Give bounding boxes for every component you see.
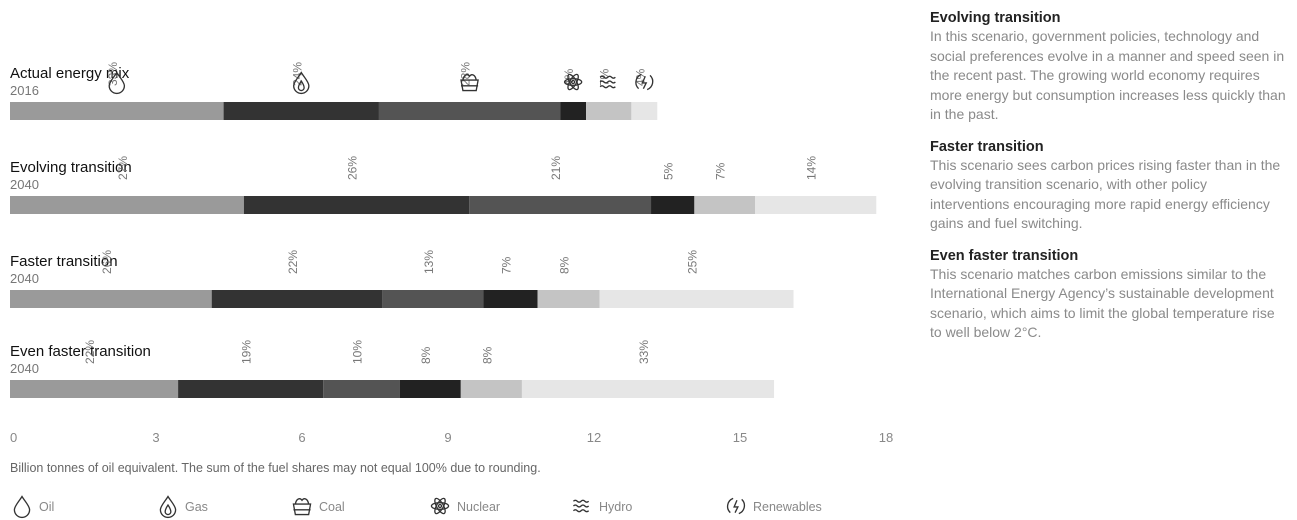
scenario-year: 2016 <box>10 83 39 98</box>
x-tick-label: 18 <box>879 430 893 445</box>
description-title: Evolving transition <box>930 10 1061 26</box>
description-title: Even faster transition <box>930 247 1079 264</box>
oil-icon <box>108 71 126 94</box>
scenario-descriptions: Evolving transition In this scenario, go… <box>930 10 1290 357</box>
share-label: 7% <box>499 256 513 274</box>
coal-segment <box>378 102 561 120</box>
nuclear-segment <box>560 102 587 120</box>
coal-segment <box>382 290 484 308</box>
share-label: 22% <box>83 340 97 364</box>
scenario-title: Even faster transition <box>10 343 151 360</box>
renewables-segment <box>599 290 794 308</box>
gas-segment <box>243 196 470 214</box>
nuclear-segment <box>483 290 538 308</box>
x-tick-label: 3 <box>152 430 159 445</box>
description-body: This scenario matches carbon emissions s… <box>930 265 1275 341</box>
share-label: 8% <box>558 256 572 274</box>
description-faster: Faster transition This scenario sees car… <box>930 139 1290 234</box>
description-even-faster: Even faster transition This scenario mat… <box>930 248 1290 343</box>
share-label: 27% <box>116 156 130 180</box>
oil-segment <box>10 102 224 120</box>
gas-icon <box>159 495 177 518</box>
x-tick-label: 6 <box>298 430 305 445</box>
oil-segment <box>10 196 244 214</box>
share-label: 33% <box>106 62 120 86</box>
scenario-year: 2040 <box>10 361 39 376</box>
share-label: 26% <box>346 156 360 180</box>
share-label: 8% <box>419 346 433 364</box>
renewables-segment <box>521 380 775 398</box>
coal-icon <box>460 74 479 92</box>
legend-coal: Coal <box>319 500 345 514</box>
description-body: In this scenario, government policies, t… <box>930 28 1286 122</box>
x-tick-label: 9 <box>444 430 451 445</box>
x-tick-label: 12 <box>587 430 601 445</box>
description-evolving: Evolving transition In this scenario, go… <box>930 10 1290 125</box>
x-tick-label: 15 <box>733 430 747 445</box>
scenario-year: 2040 <box>10 271 39 286</box>
share-label: 5% <box>662 162 676 180</box>
coal-segment <box>469 196 652 214</box>
scenario-title: Evolving transition <box>10 159 132 176</box>
coal-icon <box>292 498 312 516</box>
oil-segment <box>10 380 179 398</box>
gas-segment <box>211 290 383 308</box>
legend-gas: Gas <box>185 500 208 514</box>
legend-hydro: Hydro <box>599 500 632 514</box>
share-label: 7% <box>714 162 728 180</box>
share-label: 25% <box>686 250 700 274</box>
legend-renewables: Renewables <box>753 500 822 514</box>
coal-segment <box>323 380 400 398</box>
renewables-segment <box>631 102 658 120</box>
x-tick-label: 0 <box>10 430 17 445</box>
hydro-segment <box>586 102 632 120</box>
gas-icon <box>293 71 310 94</box>
share-label: 24% <box>290 62 304 86</box>
scenario-title: Faster transition <box>10 253 118 270</box>
share-label: 8% <box>480 346 494 364</box>
oil-segment <box>10 290 212 308</box>
share-label: 4% <box>633 68 647 86</box>
hydro-segment <box>694 196 755 214</box>
description-title: Faster transition <box>930 138 1044 155</box>
oil-icon <box>13 495 31 518</box>
nuclear-segment <box>399 380 461 398</box>
renewables-segment <box>754 196 877 214</box>
share-label: 28% <box>459 62 473 86</box>
gas-segment <box>178 380 324 398</box>
renewables-icon <box>635 73 654 91</box>
share-label: 19% <box>240 340 254 364</box>
legend-nuclear: Nuclear <box>457 500 500 514</box>
share-label: 33% <box>637 340 651 364</box>
hydro-segment <box>460 380 522 398</box>
scenario-title: Actual energy mix <box>10 65 130 82</box>
description-body: This scenario sees carbon prices rising … <box>930 156 1281 232</box>
share-label: 4% <box>562 68 576 86</box>
share-label: 13% <box>422 250 436 274</box>
legend-oil: Oil <box>39 500 54 514</box>
hydro-icon <box>572 499 590 513</box>
hydro-segment <box>537 290 600 308</box>
share-label: 10% <box>350 340 364 364</box>
nuclear-icon <box>563 73 583 91</box>
scenario-year: 2040 <box>10 177 39 192</box>
share-label: 26% <box>100 250 114 274</box>
axis-note: Billion tonnes of oil equivalent. The su… <box>10 461 541 475</box>
share-label: 14% <box>805 156 819 180</box>
hydro-icon <box>599 75 616 89</box>
renewables-icon <box>726 497 746 515</box>
nuclear-icon <box>430 497 450 515</box>
nuclear-segment <box>651 196 695 214</box>
share-label: 22% <box>286 250 300 274</box>
share-label: 21% <box>549 156 563 180</box>
gas-segment <box>223 102 379 120</box>
